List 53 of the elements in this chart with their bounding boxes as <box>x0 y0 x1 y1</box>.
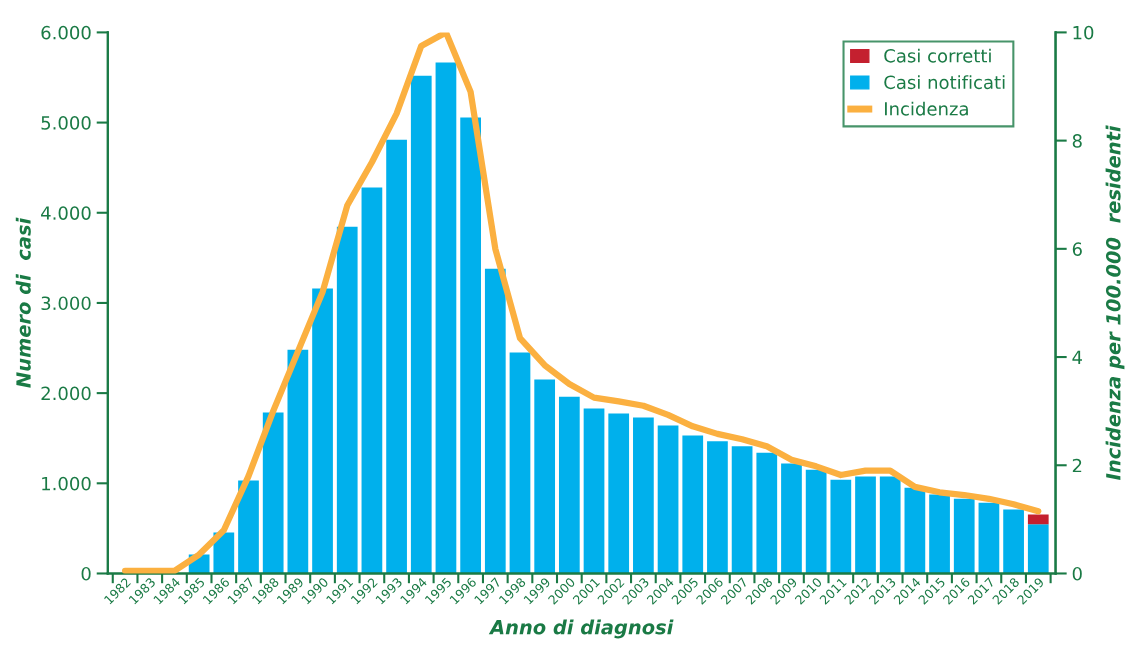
bar <box>904 487 926 574</box>
y2-tick-label: 4 <box>1072 350 1082 364</box>
y-tick-label: 6.000 <box>41 25 91 40</box>
bar <box>410 75 432 574</box>
y-tick-label: 5.000 <box>41 116 91 130</box>
bar <box>460 117 481 574</box>
legend-label: Casi corretti <box>884 48 991 63</box>
y-tick-label: 1.000 <box>42 476 91 491</box>
bar <box>312 288 333 574</box>
bar <box>262 412 284 574</box>
bar <box>336 226 358 574</box>
bar <box>657 425 679 574</box>
y-tick-label: 0 <box>81 566 91 581</box>
bar <box>361 187 383 574</box>
legend-label: Casi notificati <box>884 75 1005 90</box>
bar <box>682 435 704 574</box>
x-axis-title: Anno di diagnosi <box>488 619 674 639</box>
bar <box>558 396 580 574</box>
legend-label: Incidenza <box>885 101 968 116</box>
y2-tick-label: 0 <box>1072 566 1082 581</box>
bar <box>509 352 531 574</box>
y-tick-label: 3.000 <box>41 296 91 311</box>
bar <box>879 476 901 574</box>
bar <box>830 479 852 574</box>
y-axis-title: Numero di casi <box>15 217 31 388</box>
y2-axis-title: Incidenza per 100.000 residenti <box>1105 125 1125 480</box>
y-tick-label: 2.000 <box>41 386 91 401</box>
bar <box>287 349 309 574</box>
y2-tick-label: 10 <box>1073 25 1094 40</box>
bar <box>238 480 259 574</box>
bar <box>1027 514 1049 525</box>
bar <box>781 463 802 574</box>
bar <box>1027 524 1049 574</box>
bar <box>855 476 876 574</box>
bar <box>756 452 778 574</box>
y-tick-label: 4.000 <box>41 206 91 220</box>
bar <box>608 413 630 574</box>
y2-tick-label: 8 <box>1072 134 1082 148</box>
bar <box>386 139 407 574</box>
bar <box>583 408 605 574</box>
bar <box>929 494 950 574</box>
bar <box>633 417 654 574</box>
y2-tick-label: 6 <box>1072 242 1082 256</box>
bar <box>1003 509 1024 574</box>
bar <box>707 441 728 574</box>
bar <box>978 502 1000 574</box>
bar <box>435 62 457 574</box>
bar <box>731 446 753 574</box>
y2-tick-label: 2 <box>1072 458 1082 473</box>
bar <box>953 498 975 574</box>
bar <box>484 268 506 574</box>
bar <box>805 469 827 574</box>
bar <box>534 379 556 574</box>
